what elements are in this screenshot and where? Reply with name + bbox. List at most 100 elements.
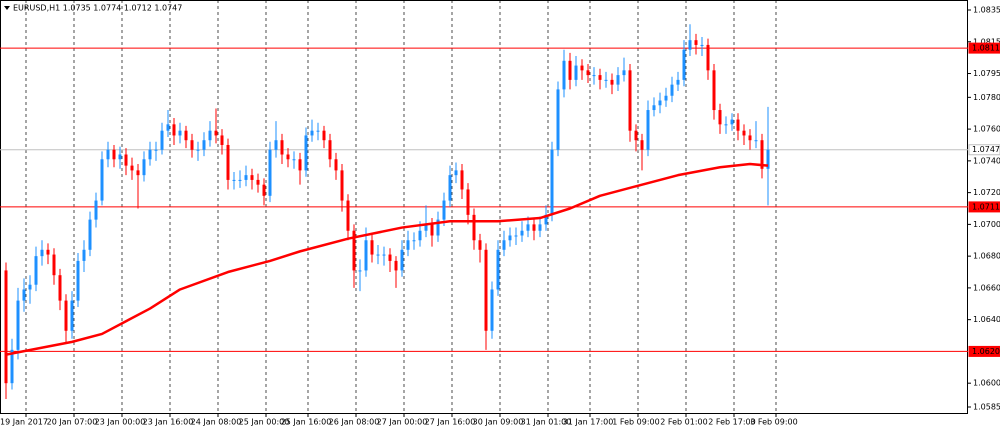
x-tick-label: 24 Jan 08:00 <box>191 418 242 427</box>
candle-body <box>178 130 182 136</box>
candle-body <box>442 200 446 220</box>
y-tick-label: 1.0700 <box>973 220 1000 229</box>
candle-body <box>364 240 368 271</box>
candle-body <box>490 289 494 331</box>
x-tick-label: 25 Jan 00:00 <box>239 418 290 427</box>
y-tick-label: 1.0585 <box>973 403 1000 412</box>
candle-body <box>496 249 500 290</box>
candle-body <box>568 60 572 80</box>
y-tick-label: 1.0680 <box>973 252 1000 261</box>
candle-body <box>394 260 398 271</box>
candle-body <box>694 40 698 45</box>
candle-body <box>514 235 518 237</box>
candle-body <box>436 219 440 236</box>
candle-body <box>682 49 686 80</box>
y-tick-label: 1.0720 <box>973 188 1000 197</box>
candle-body <box>100 159 104 201</box>
x-tick-label: 26 Jan 08:00 <box>329 418 380 427</box>
x-tick-label: 20 Jan 07:00 <box>47 418 98 427</box>
y-tick-label: 1.0780 <box>973 93 1000 102</box>
level-box <box>968 144 1000 156</box>
x-tick-label: 31 Jan 17:00 <box>563 418 614 427</box>
candle-body <box>562 60 566 90</box>
candle-body <box>424 224 428 231</box>
x-tick-label: 30 Jan 09:00 <box>473 418 524 427</box>
candle-body <box>376 254 380 256</box>
candle-body <box>46 249 50 255</box>
x-tick-label: 2 Feb 17:00 <box>708 418 755 427</box>
candle-body <box>286 154 290 160</box>
x-tick-label: 23 Jan 00:00 <box>95 418 146 427</box>
candle-body <box>628 70 632 131</box>
candle-body <box>88 219 92 250</box>
y-tick-label: 1.0795 <box>973 69 1000 78</box>
candle-body <box>346 200 350 231</box>
candle-body <box>58 275 62 301</box>
candle-body <box>148 149 152 160</box>
candle-body <box>604 79 608 81</box>
candle-body <box>388 254 392 261</box>
level-label: 1.0620 <box>972 347 1000 356</box>
candle-body <box>484 249 488 331</box>
candle-body <box>118 154 122 160</box>
candle-body <box>508 235 512 241</box>
candle-body <box>466 189 470 215</box>
level-label: 1.0811 <box>972 44 1000 53</box>
candle-body <box>202 140 206 150</box>
candle-body <box>766 149 770 169</box>
candle-body <box>586 70 590 76</box>
candle-body <box>706 44 710 71</box>
candle-body <box>136 170 140 176</box>
x-tick-label: 25 Jan 16:00 <box>281 418 332 427</box>
moving-average <box>5 162 769 356</box>
candle-body <box>574 65 578 80</box>
candle-body <box>520 230 524 236</box>
candle-body <box>454 170 458 176</box>
candle-body <box>760 140 764 169</box>
candle-body <box>70 300 74 331</box>
candle-body <box>472 214 476 241</box>
candle-body <box>244 175 248 180</box>
candle-body <box>124 154 128 166</box>
candle-body <box>226 144 230 180</box>
candle-body <box>40 249 44 257</box>
level-label: 1.0711 <box>972 202 1000 211</box>
candle-body <box>190 140 194 150</box>
candle-body <box>160 130 164 150</box>
candle-body <box>112 149 116 160</box>
axis: 1.0835 1.0815 1.0795 1.0780 1.0760 1.0740 1.07… <box>0 6 1000 427</box>
candle-body <box>700 44 704 46</box>
candle-body <box>28 284 32 290</box>
candle-body <box>610 79 614 85</box>
candle-body <box>334 159 338 171</box>
candle-body <box>652 105 656 111</box>
candle-body <box>556 89 560 150</box>
candle-body <box>736 119 740 131</box>
x-tick-label: 2 Feb 01:00 <box>660 418 707 427</box>
grid <box>0 0 968 414</box>
candle-body <box>214 130 218 136</box>
candle-body <box>724 124 728 126</box>
candle-body <box>316 130 320 132</box>
candle-body <box>592 75 596 77</box>
x-tick-label: 1 Feb 09:00 <box>612 418 659 427</box>
candle-body <box>16 300 20 350</box>
candle-body <box>538 224 542 231</box>
candle-body <box>418 230 422 241</box>
candle-body <box>754 140 758 142</box>
candle-body <box>304 135 308 171</box>
level-box <box>968 201 1000 213</box>
candle-body <box>406 240 410 250</box>
candle-body <box>502 240 506 250</box>
x-tick-label: 23 Jan 16:00 <box>143 418 194 427</box>
candle-body <box>154 149 158 151</box>
level-box <box>968 345 1000 357</box>
candle-body <box>478 240 482 250</box>
candle-body <box>220 135 224 145</box>
candle-body <box>310 130 314 136</box>
candle-body <box>208 130 212 141</box>
candle-body <box>742 130 746 136</box>
candle-body <box>730 119 734 125</box>
candle-body <box>748 135 752 141</box>
candle-body <box>82 249 86 261</box>
